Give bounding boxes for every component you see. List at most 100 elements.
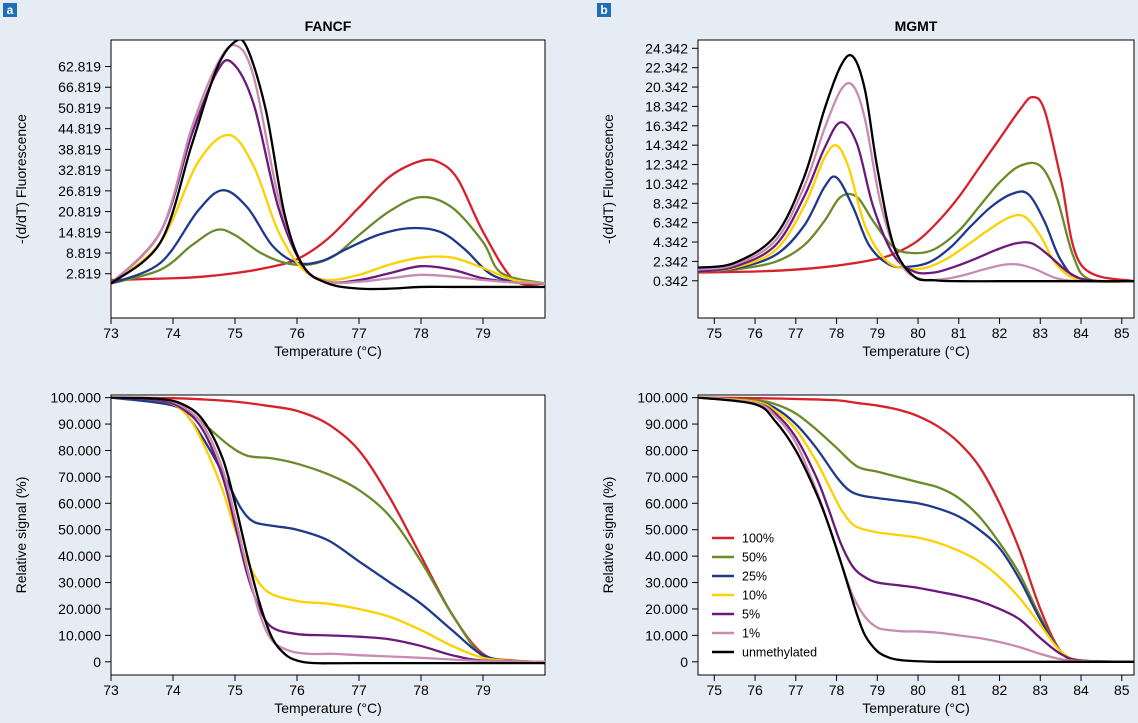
x-tick-label: 85 (1114, 325, 1130, 341)
x-tick-label: 79 (475, 325, 491, 341)
x-tick-label: 79 (475, 682, 491, 698)
chart-fancf-relative: 73 74 75 76 77 78 79 Temperature (°C) 0 10.000 20.… (13, 390, 546, 716)
y-tick-label: 66.819 (58, 79, 101, 95)
legend: 100% 50% 25% 10% 5% 1% unmethylated (712, 532, 817, 660)
y-tick-label: 60.000 (645, 495, 688, 511)
y-tick-label: 14.819 (58, 224, 101, 240)
legend-label-1pct: 1% (742, 627, 760, 641)
y-tick-label: 30.000 (58, 575, 101, 591)
x-tick-label: 78 (829, 325, 845, 341)
x-tick-label: 77 (351, 682, 367, 698)
x-tick-label: 78 (829, 682, 845, 698)
y-tick-label: 40.000 (645, 548, 688, 564)
chart-title: FANCF (305, 18, 352, 34)
y-tick-label: 32.819 (58, 162, 101, 178)
y-tick-label: 2.819 (66, 266, 101, 282)
y-tick-label: 8.819 (66, 245, 101, 261)
panel-label-a: a (3, 3, 17, 17)
series-line-25pct (698, 175, 1134, 283)
y-axis-label: -(d/dT) Fluorescence (600, 114, 616, 244)
x-tick-label: 76 (747, 682, 763, 698)
x-tick-label: 84 (1073, 682, 1089, 698)
x-tick-label: 81 (951, 682, 967, 698)
y-tick-label: 50.819 (58, 100, 101, 116)
x-axis-label: Temperature (°C) (862, 343, 970, 359)
plot-area (110, 39, 546, 319)
y-tick-label: 20.000 (58, 601, 101, 617)
x-tick-label: 81 (951, 325, 967, 341)
y-tick-label: 6.342 (653, 215, 688, 231)
series-line-50pct (698, 396, 1134, 663)
y-tick-label: 40.000 (58, 548, 101, 564)
x-tick-label: 74 (165, 325, 181, 341)
y-axis-label: Relative signal (%) (600, 477, 616, 594)
y-tick-label: 30.000 (645, 575, 688, 591)
y-tick-label: 80.000 (58, 442, 101, 458)
plot-area (110, 394, 546, 676)
series-line-unmethylated (698, 396, 1134, 663)
series-line-10pct (111, 133, 545, 285)
y-tick-label: 44.819 (58, 121, 101, 137)
series-line-10pct (698, 144, 1134, 283)
y-tick-label: 24.342 (645, 40, 688, 56)
series-line-25pct (698, 396, 1134, 663)
x-tick-label: 73 (103, 325, 119, 341)
x-axis-label: Temperature (°C) (274, 700, 382, 716)
x-tick-label: 76 (747, 325, 763, 341)
y-tick-label: 60.000 (58, 495, 101, 511)
legend-label-100pct: 100% (742, 532, 774, 546)
y-tick-label: 100.000 (637, 390, 688, 406)
x-tick-label: 84 (1073, 325, 1089, 341)
chart-title: MGMT (895, 18, 938, 34)
y-tick-label: 0.342 (653, 273, 688, 289)
x-tick-label: 79 (870, 325, 886, 341)
x-tick-label: 74 (165, 682, 181, 698)
chart-fancf-derivative: FANCF 73 74 75 76 77 78 79 Temperature (°C) 2.819… (13, 18, 546, 359)
y-tick-label: 10.000 (645, 627, 688, 643)
series-line-100pct (698, 95, 1134, 283)
x-tick-label: 75 (227, 682, 243, 698)
x-tick-label: 73 (103, 682, 119, 698)
x-axis-label: Temperature (°C) (862, 700, 970, 716)
legend-label-unmethylated: unmethylated (742, 646, 817, 660)
x-tick-label: 83 (1032, 682, 1048, 698)
y-tick-label: 38.819 (58, 141, 101, 157)
panel-label-b: b (597, 3, 611, 17)
series-line-5pct (111, 396, 545, 663)
y-tick-label: 0 (680, 654, 688, 670)
x-tick-label: 75 (707, 325, 723, 341)
series-line-unmethylated (698, 53, 1134, 283)
y-tick-label: 10.342 (645, 176, 688, 192)
series-line-10pct (698, 396, 1134, 663)
series-line-100pct (111, 158, 545, 286)
y-tick-label: 12.342 (645, 157, 688, 173)
legend-label-5pct: 5% (742, 608, 760, 622)
chart-mgmt-derivative: MGMT 75 76 77 78 79 80 81 82 83 84 85 Temperature (°… (600, 18, 1135, 359)
series-line-unmethylated (111, 396, 545, 665)
y-tick-label: 50.000 (645, 522, 688, 538)
y-tick-label: 8.342 (653, 195, 688, 211)
x-tick-label: 78 (413, 682, 429, 698)
series-line-100pct (111, 396, 545, 663)
y-tick-label: 20.000 (645, 601, 688, 617)
y-tick-label: 20.342 (645, 79, 688, 95)
series-line-1pct (111, 396, 545, 663)
x-tick-label: 75 (227, 325, 243, 341)
x-tick-label: 79 (870, 682, 886, 698)
series-line-1pct (698, 81, 1134, 283)
series-line-10pct (111, 396, 545, 663)
y-tick-label: 70.000 (58, 469, 101, 485)
series-line-5pct (698, 121, 1134, 283)
y-tick-label: 20.819 (58, 204, 101, 220)
series-line-5pct (698, 396, 1134, 663)
legend-label-25pct: 25% (742, 570, 767, 584)
x-tick-label: 77 (351, 325, 367, 341)
y-tick-label: 4.342 (653, 234, 688, 250)
y-tick-label: 22.342 (645, 60, 688, 76)
series-line-100pct (698, 396, 1134, 663)
y-tick-label: 2.342 (653, 253, 688, 269)
x-tick-label: 82 (992, 325, 1008, 341)
x-tick-label: 85 (1114, 682, 1130, 698)
y-tick-label: 80.000 (645, 442, 688, 458)
